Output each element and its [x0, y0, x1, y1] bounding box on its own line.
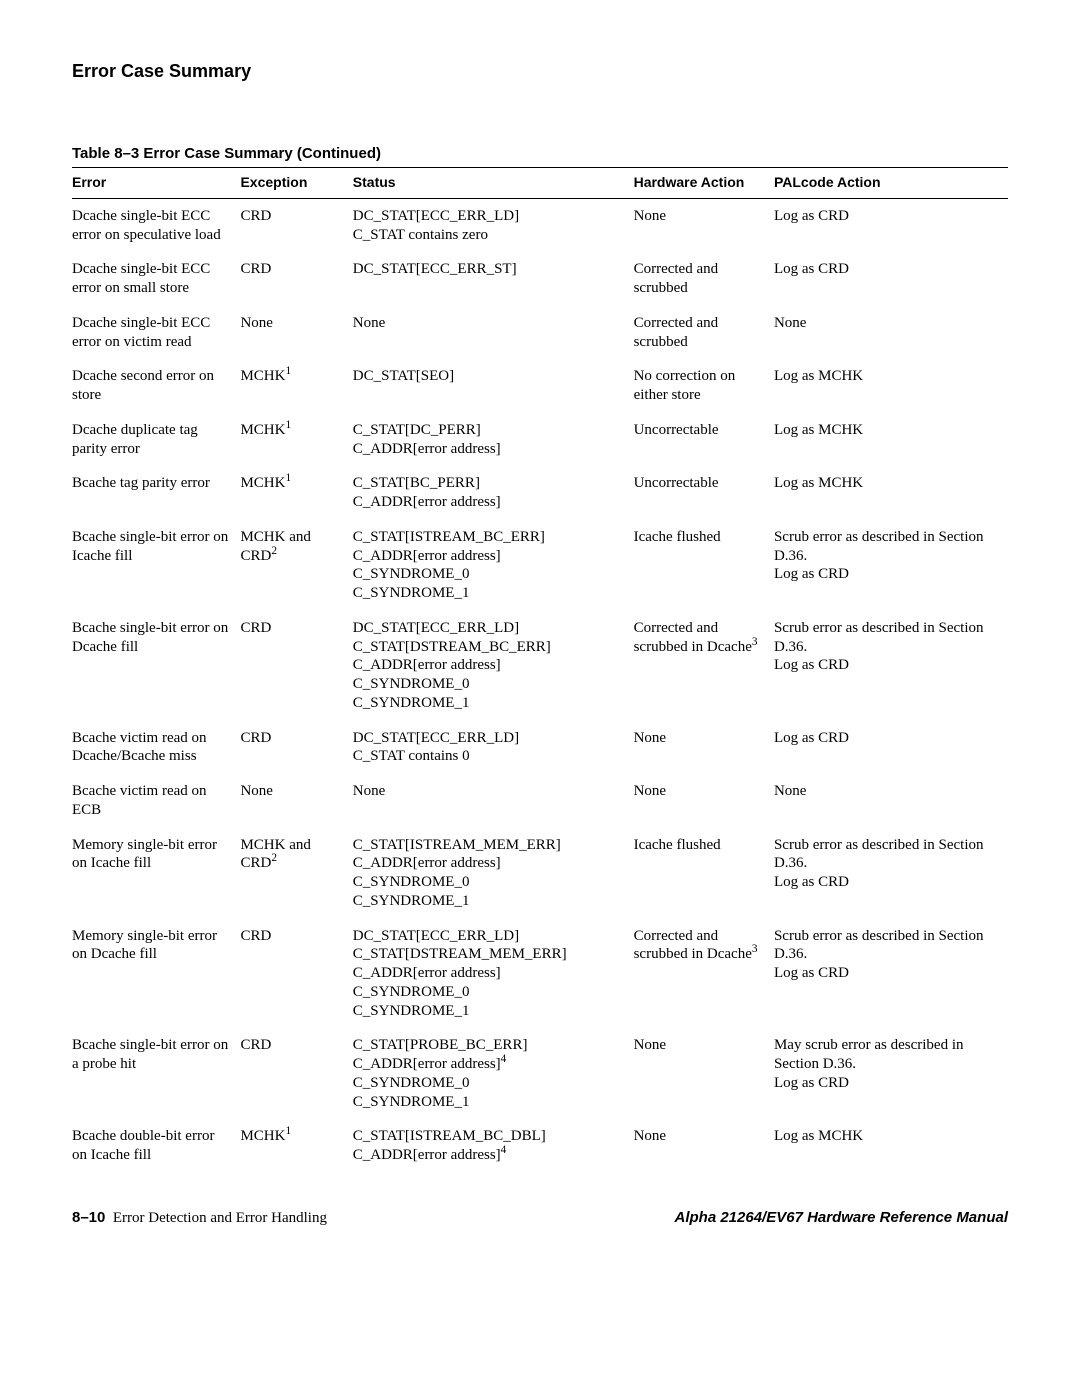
cell-pal-action: May scrub error as described in Section … — [774, 1028, 1008, 1119]
section-title: Error Case Summary — [72, 60, 1008, 83]
th-hw-action: Hardware Action — [634, 168, 774, 199]
cell-pal-action: Log as CRD — [774, 198, 1008, 252]
cell-status: C_STAT[PROBE_BC_ERR]C_ADDR[error address… — [353, 1028, 634, 1119]
cell-exception: CRD — [240, 198, 352, 252]
cell-status: DC_STAT[SEO] — [353, 359, 634, 413]
cell-exception: MCHK and CRD2 — [240, 828, 352, 919]
cell-status: C_STAT[ISTREAM_BC_DBL]C_ADDR[error addre… — [353, 1119, 634, 1173]
cell-status: C_STAT[ISTREAM_MEM_ERR]C_ADDR[error addr… — [353, 828, 634, 919]
cell-hw-action: None — [634, 198, 774, 252]
cell-hw-action: No correction on either store — [634, 359, 774, 413]
cell-hw-action: Uncorrectable — [634, 466, 774, 520]
cell-hw-action: None — [634, 1028, 774, 1119]
cell-pal-action: Scrub error as described in Section D.36… — [774, 828, 1008, 919]
cell-exception: MCHK1 — [240, 413, 352, 467]
table-row: Memory single-bit error on Dcache fillCR… — [72, 919, 1008, 1029]
cell-error: Bcache single-bit error on a probe hit — [72, 1028, 240, 1119]
page-footer: 8–10 Error Detection and Error Handling … — [72, 1209, 1008, 1228]
cell-status: DC_STAT[ECC_ERR_LD]C_STAT contains 0 — [353, 721, 634, 775]
cell-error: Dcache duplicate tag parity error — [72, 413, 240, 467]
cell-pal-action: Log as MCHK — [774, 359, 1008, 413]
cell-error: Memory single-bit error on Icache fill — [72, 828, 240, 919]
cell-hw-action: Corrected and scrubbed in Dcache3 — [634, 919, 774, 1029]
footer-manual: Alpha 21264/EV67 Hardware Reference Manu… — [675, 1209, 1009, 1228]
cell-exception: MCHK1 — [240, 359, 352, 413]
cell-status: DC_STAT[ECC_ERR_ST] — [353, 252, 634, 306]
cell-pal-action: None — [774, 306, 1008, 360]
cell-pal-action: Log as MCHK — [774, 413, 1008, 467]
cell-pal-action: Scrub error as described in Section D.36… — [774, 520, 1008, 611]
th-status: Status — [353, 168, 634, 199]
cell-exception: MCHK1 — [240, 466, 352, 520]
cell-exception: CRD — [240, 919, 352, 1029]
cell-hw-action: Uncorrectable — [634, 413, 774, 467]
cell-hw-action: None — [634, 1119, 774, 1173]
cell-exception: None — [240, 306, 352, 360]
table-row: Bcache single-bit error on Dcache fillCR… — [72, 611, 1008, 721]
cell-pal-action: None — [774, 774, 1008, 828]
th-exception: Exception — [240, 168, 352, 199]
cell-error: Dcache second error on store — [72, 359, 240, 413]
cell-status: DC_STAT[ECC_ERR_LD]C_STAT[DSTREAM_BC_ERR… — [353, 611, 634, 721]
table-row: Bcache double-bit error on Icache fillMC… — [72, 1119, 1008, 1173]
footer-chapter: Error Detection and Error Handling — [113, 1210, 327, 1226]
table-row: Dcache single-bit ECC error on speculati… — [72, 198, 1008, 252]
cell-error: Bcache tag parity error — [72, 466, 240, 520]
cell-error: Memory single-bit error on Dcache fill — [72, 919, 240, 1029]
table-row: Bcache tag parity errorMCHK1C_STAT[BC_PE… — [72, 466, 1008, 520]
table-row: Memory single-bit error on Icache fillMC… — [72, 828, 1008, 919]
cell-status: C_STAT[ISTREAM_BC_ERR]C_ADDR[error addre… — [353, 520, 634, 611]
cell-error: Bcache single-bit error on Icache fill — [72, 520, 240, 611]
cell-exception: MCHK1 — [240, 1119, 352, 1173]
cell-status: C_STAT[DC_PERR]C_ADDR[error address] — [353, 413, 634, 467]
cell-status: C_STAT[BC_PERR]C_ADDR[error address] — [353, 466, 634, 520]
error-table: Error Exception Status Hardware Action P… — [72, 167, 1008, 1173]
footer-page: 8–10 — [72, 1209, 105, 1226]
cell-error: Bcache single-bit error on Dcache fill — [72, 611, 240, 721]
table-row: Dcache single-bit ECC error on victim re… — [72, 306, 1008, 360]
cell-pal-action: Log as CRD — [774, 721, 1008, 775]
th-pal-action: PALcode Action — [774, 168, 1008, 199]
cell-hw-action: Corrected and scrubbed in Dcache3 — [634, 611, 774, 721]
cell-error: Dcache single-bit ECC error on small sto… — [72, 252, 240, 306]
table-row: Bcache victim read on Dcache/Bcache miss… — [72, 721, 1008, 775]
cell-hw-action: Icache flushed — [634, 828, 774, 919]
cell-hw-action: Corrected and scrubbed — [634, 306, 774, 360]
cell-hw-action: None — [634, 774, 774, 828]
cell-hw-action: None — [634, 721, 774, 775]
cell-error: Bcache double-bit error on Icache fill — [72, 1119, 240, 1173]
table-row: Bcache single-bit error on Icache fillMC… — [72, 520, 1008, 611]
cell-pal-action: Log as CRD — [774, 252, 1008, 306]
cell-exception: CRD — [240, 252, 352, 306]
cell-status: DC_STAT[ECC_ERR_LD]C_STAT contains zero — [353, 198, 634, 252]
cell-error: Dcache single-bit ECC error on victim re… — [72, 306, 240, 360]
table-row: Dcache second error on storeMCHK1DC_STAT… — [72, 359, 1008, 413]
cell-pal-action: Log as MCHK — [774, 466, 1008, 520]
cell-exception: None — [240, 774, 352, 828]
cell-error: Dcache single-bit ECC error on speculati… — [72, 198, 240, 252]
th-error: Error — [72, 168, 240, 199]
cell-pal-action: Scrub error as described in Section D.36… — [774, 611, 1008, 721]
cell-pal-action: Log as MCHK — [774, 1119, 1008, 1173]
cell-error: Bcache victim read on ECB — [72, 774, 240, 828]
cell-status: DC_STAT[ECC_ERR_LD]C_STAT[DSTREAM_MEM_ER… — [353, 919, 634, 1029]
table-caption: Table 8–3 Error Case Summary (Continued) — [72, 145, 1008, 164]
table-row: Bcache victim read on ECBNoneNoneNoneNon… — [72, 774, 1008, 828]
cell-exception: MCHK and CRD2 — [240, 520, 352, 611]
cell-exception: CRD — [240, 1028, 352, 1119]
cell-exception: CRD — [240, 721, 352, 775]
cell-exception: CRD — [240, 611, 352, 721]
cell-error: Bcache victim read on Dcache/Bcache miss — [72, 721, 240, 775]
cell-pal-action: Scrub error as described in Section D.36… — [774, 919, 1008, 1029]
cell-hw-action: Icache flushed — [634, 520, 774, 611]
table-row: Bcache single-bit error on a probe hitCR… — [72, 1028, 1008, 1119]
cell-status: None — [353, 774, 634, 828]
table-row: Dcache duplicate tag parity errorMCHK1C_… — [72, 413, 1008, 467]
cell-status: None — [353, 306, 634, 360]
table-row: Dcache single-bit ECC error on small sto… — [72, 252, 1008, 306]
cell-hw-action: Corrected and scrubbed — [634, 252, 774, 306]
